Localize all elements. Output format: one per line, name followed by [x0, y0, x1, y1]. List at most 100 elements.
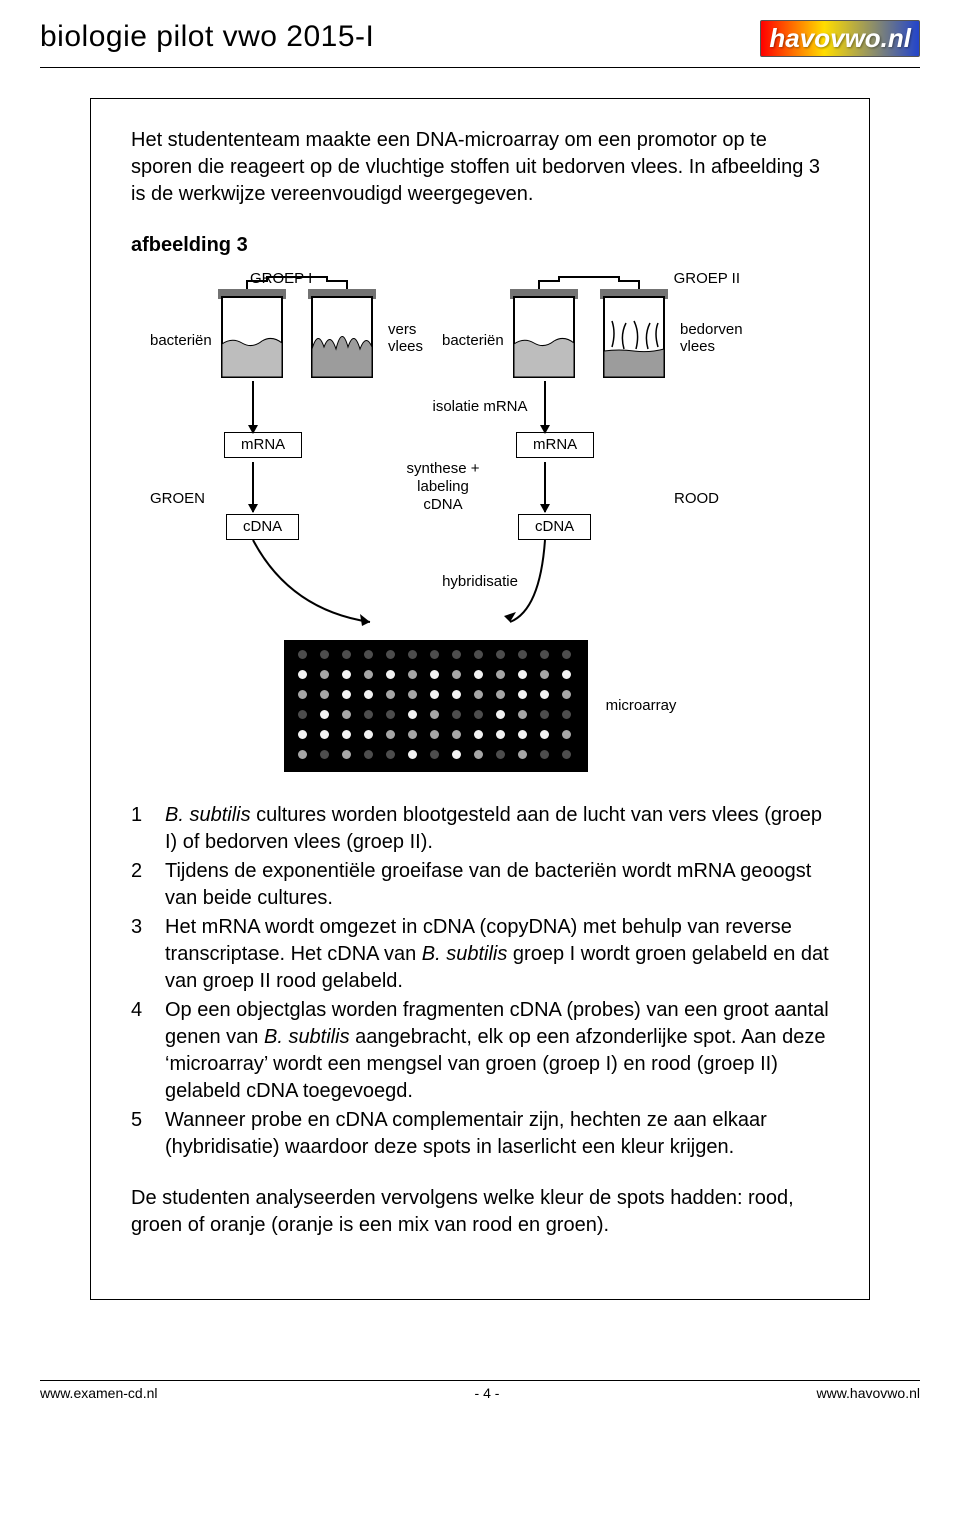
mrna-box-2: mRNA — [516, 432, 594, 458]
microarray-dot — [364, 690, 373, 699]
microarray-dot — [562, 690, 571, 699]
microarray-dot — [496, 670, 505, 679]
microarray-dot — [540, 670, 549, 679]
step-number: 2 — [131, 858, 165, 912]
microarray-dot — [408, 690, 417, 699]
microarray-label: microarray — [606, 697, 677, 714]
microarray-dot — [452, 690, 461, 699]
microarray-dot — [540, 710, 549, 719]
group1-jars — [212, 289, 382, 381]
microarray-dot — [540, 730, 549, 739]
synthese-1: synthese + labeling — [382, 460, 504, 496]
jar-bacteria-2 — [504, 289, 584, 381]
label-bacterien-right: bacteriën — [442, 332, 504, 349]
microarray-dot — [342, 730, 351, 739]
microarray-dot — [320, 750, 329, 759]
label-bedorven2: vlees — [680, 338, 750, 355]
step-item: 2Tijdens de exponentiële groeifase van d… — [131, 858, 829, 912]
microarray-dot — [430, 670, 439, 679]
steps-list: 1B. subtilis cultures worden blootgestel… — [131, 802, 829, 1161]
label-vers2: vlees — [388, 338, 442, 355]
microarray-dot — [386, 690, 395, 699]
step-item: 3Het mRNA wordt omgezet in cDNA (copyDNA… — [131, 914, 829, 995]
microarray-dot — [386, 670, 395, 679]
intro-paragraph: Het studententeam maakte een DNA-microar… — [131, 127, 829, 208]
microarray-dot — [386, 730, 395, 739]
microarray-dot — [408, 650, 417, 659]
step-text: Wanneer probe en cDNA complementair zijn… — [165, 1107, 829, 1161]
jar-bacteria-1 — [212, 289, 292, 381]
microarray-dot — [430, 690, 439, 699]
figure-title: afbeelding 3 — [131, 232, 829, 259]
microarray-dot — [518, 730, 527, 739]
microarray-dot — [430, 650, 439, 659]
microarray-dot — [474, 750, 483, 759]
microarray-dot — [364, 750, 373, 759]
microarray-grid — [284, 640, 588, 772]
step-item: 5Wanneer probe en cDNA complementair zij… — [131, 1107, 829, 1161]
step-text: B. subtilis cultures worden blootgesteld… — [165, 802, 829, 856]
microarray-dot — [430, 710, 439, 719]
step-number: 5 — [131, 1107, 165, 1161]
content-frame: Het studententeam maakte een DNA-microar… — [90, 98, 870, 1300]
microarray-dot — [298, 710, 307, 719]
microarray-dot — [386, 750, 395, 759]
microarray-dot — [518, 670, 527, 679]
microarray-dot — [298, 730, 307, 739]
microarray-dot — [408, 710, 417, 719]
microarray-dot — [496, 650, 505, 659]
step-number: 1 — [131, 802, 165, 856]
microarray-dot — [430, 730, 439, 739]
site-logo: havovwo.nl — [760, 20, 920, 57]
microarray-dot — [496, 690, 505, 699]
microarray-dot — [518, 690, 527, 699]
microarray-dot — [320, 710, 329, 719]
microarray-dot — [562, 670, 571, 679]
label-bacterien-left: bacteriën — [150, 332, 212, 349]
microarray-dot — [342, 650, 351, 659]
jar-bedorven-vlees — [594, 289, 674, 381]
microarray-dot — [342, 690, 351, 699]
microarray-dot — [496, 710, 505, 719]
microarray-dot — [364, 650, 373, 659]
closing-paragraph: De studenten analyseerden vervolgens wel… — [131, 1185, 829, 1239]
microarray-dot — [298, 690, 307, 699]
synthese-2: cDNA — [382, 496, 504, 514]
groen-label: GROEN — [150, 465, 180, 509]
microarray-dot — [320, 670, 329, 679]
microarray-dot — [364, 730, 373, 739]
microarray-dot — [408, 730, 417, 739]
label-vers1: vers — [388, 321, 442, 338]
microarray-diagram: GROEP I GROEP II bacteriën — [150, 269, 810, 772]
divider — [40, 67, 920, 68]
microarray-dot — [408, 750, 417, 759]
step-text: Tijdens de exponentiële groeifase van de… — [165, 858, 829, 912]
microarray-dot — [320, 650, 329, 659]
jar-vers-vlees — [302, 289, 382, 381]
footer-left: www.examen-cd.nl — [40, 1385, 158, 1401]
microarray-dot — [496, 750, 505, 759]
microarray-dot — [364, 710, 373, 719]
microarray-dot — [408, 670, 417, 679]
microarray-dot — [320, 730, 329, 739]
cdna-box-1: cDNA — [226, 514, 299, 540]
microarray-dot — [430, 750, 439, 759]
microarray-dot — [562, 750, 571, 759]
microarray-dot — [474, 650, 483, 659]
step-text: Op een objectglas worden fragmenten cDNA… — [165, 997, 829, 1105]
microarray-dot — [452, 750, 461, 759]
microarray-dot — [518, 750, 527, 759]
microarray-dot — [518, 650, 527, 659]
microarray-dot — [518, 710, 527, 719]
microarray-dot — [342, 710, 351, 719]
microarray-dot — [562, 650, 571, 659]
microarray-dot — [474, 690, 483, 699]
microarray-dot — [298, 650, 307, 659]
microarray-dot — [540, 650, 549, 659]
label-bedorven1: bedorven — [680, 321, 750, 338]
rood-label: ROOD — [674, 465, 734, 509]
microarray-dot — [364, 670, 373, 679]
step-text: Het mRNA wordt omgezet in cDNA (copyDNA)… — [165, 914, 829, 995]
microarray-dot — [496, 730, 505, 739]
microarray-dot — [474, 670, 483, 679]
